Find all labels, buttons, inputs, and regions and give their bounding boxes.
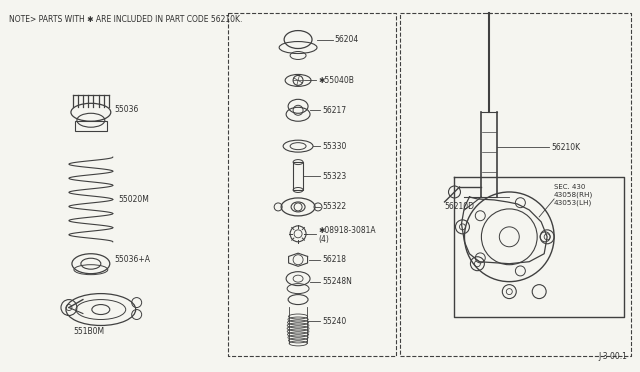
Text: 56210D: 56210D bbox=[445, 202, 474, 211]
Text: J-3 00.1: J-3 00.1 bbox=[598, 352, 627, 361]
Text: 56210K: 56210K bbox=[551, 142, 580, 152]
Text: SEC. 430: SEC. 430 bbox=[554, 184, 586, 190]
Text: 55020M: 55020M bbox=[119, 195, 150, 205]
Text: 55240: 55240 bbox=[322, 317, 346, 326]
Text: 43053(LH): 43053(LH) bbox=[554, 200, 593, 206]
Text: 55248N: 55248N bbox=[322, 277, 352, 286]
Text: 56218: 56218 bbox=[322, 255, 346, 264]
Text: ✱08918-3081A: ✱08918-3081A bbox=[318, 226, 376, 235]
Text: 55322: 55322 bbox=[322, 202, 346, 211]
Bar bbox=[75, 121, 107, 131]
Text: 56204: 56204 bbox=[334, 35, 358, 44]
Text: (4): (4) bbox=[318, 235, 329, 244]
Text: ✱55040B: ✱55040B bbox=[318, 76, 354, 85]
Text: 55036+A: 55036+A bbox=[115, 255, 151, 264]
Bar bbox=[293, 162, 303, 190]
Text: 55036: 55036 bbox=[115, 105, 139, 114]
Text: 551B0M: 551B0M bbox=[73, 327, 104, 336]
Text: NOTE> PARTS WITH ✱ ARE INCLUDED IN PART CODE 56210K.: NOTE> PARTS WITH ✱ ARE INCLUDED IN PART … bbox=[9, 15, 243, 24]
Text: 56217: 56217 bbox=[322, 106, 346, 115]
Text: 55323: 55323 bbox=[322, 171, 346, 180]
Text: 43058(RH): 43058(RH) bbox=[554, 192, 593, 198]
Text: 55330: 55330 bbox=[322, 142, 346, 151]
